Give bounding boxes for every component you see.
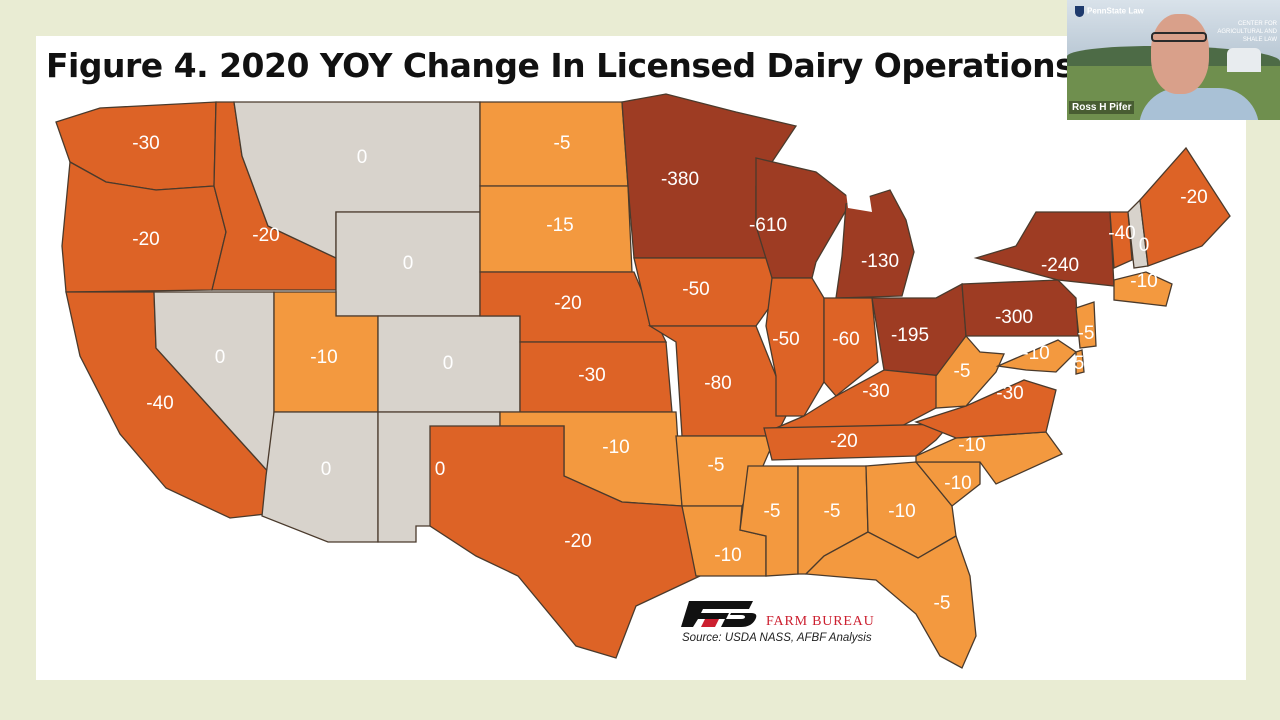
state-label-va: -30 <box>996 383 1023 404</box>
state-label-oh: -195 <box>891 325 929 346</box>
state-label-de: 5 <box>1074 353 1085 374</box>
state-label-mo: -80 <box>704 373 731 394</box>
state-label-nc: -10 <box>958 435 985 456</box>
farm-bureau-name: FARM BUREAU <box>766 614 875 629</box>
cam-center-name: CENTER FOR AGRICULTURAL AND SHALE LAW <box>1217 21 1277 43</box>
state-label-tn: -20 <box>830 431 857 452</box>
penn-state-law-logo: PennState Law <box>1075 6 1144 17</box>
state-tn <box>763 423 952 461</box>
speaker-avatar <box>1151 14 1209 94</box>
state-label-ga: -10 <box>888 501 915 522</box>
state-label-nd: -5 <box>554 133 571 154</box>
state-in <box>823 297 879 397</box>
state-label-id: -20 <box>252 225 279 246</box>
state-label-nv: 0 <box>215 347 226 368</box>
barn-icon <box>1227 48 1261 72</box>
webcam-feed: PennState Law CENTER FOR AGRICULTURAL AN… <box>1067 0 1280 120</box>
state-tx <box>429 425 701 659</box>
state-label-ne: -20 <box>554 293 581 314</box>
state-label-md: -10 <box>1022 343 1049 364</box>
state-label-or: -20 <box>132 229 159 250</box>
slide: -30 -20 -40 -20 0 0 0 -10 0 0 0 -5 -15 -20 -30 -10 -20 -3… <box>36 36 1246 680</box>
state-vt <box>1109 211 1133 269</box>
state-label-pa: -300 <box>995 307 1033 328</box>
lake-superior <box>796 134 878 164</box>
farm-bureau-logo-icon <box>681 601 757 627</box>
state-label-mn: -380 <box>661 169 699 190</box>
state-me <box>1139 146 1231 267</box>
state-label-mi: -130 <box>861 251 899 272</box>
state-label-nj: -5 <box>1078 323 1095 344</box>
state-label-tx: -20 <box>564 531 591 552</box>
state-wv <box>935 334 1005 409</box>
state-label-me: -20 <box>1180 187 1207 208</box>
state-label-fl: -5 <box>934 593 951 614</box>
state-label-ok: -10 <box>602 437 629 458</box>
state-ma <box>1113 271 1173 307</box>
speaker-name: Ross H Pifer <box>1069 101 1135 114</box>
state-label-il: -50 <box>772 329 799 350</box>
state-label-ms: -5 <box>764 501 781 522</box>
state-label-wa: -30 <box>132 133 159 154</box>
state-label-ky: -30 <box>862 381 889 402</box>
state-md <box>995 339 1078 373</box>
shield-icon <box>1075 6 1084 17</box>
state-label-ut: -10 <box>310 347 337 368</box>
state-label-ks: -30 <box>578 365 605 386</box>
state-ia <box>633 257 777 327</box>
state-label-co: 0 <box>443 353 454 374</box>
state-label-vt: -40 <box>1108 223 1135 244</box>
state-mi <box>835 189 915 299</box>
lake-michigan <box>844 176 872 212</box>
cam-org-name: PennState Law <box>1087 6 1144 16</box>
state-nj <box>1075 301 1097 349</box>
state-label-ma: -10 <box>1130 271 1157 292</box>
state-label-la: -10 <box>714 545 741 566</box>
state-label-wi: -610 <box>749 215 787 236</box>
state-label-sd: -15 <box>546 215 573 236</box>
figure-title: Figure 4. 2020 YOY Change In Licensed Da… <box>46 46 1075 85</box>
state-label-al: -5 <box>824 501 841 522</box>
state-label-ia: -50 <box>682 279 709 300</box>
state-label-wv: -5 <box>954 361 971 382</box>
state-wi <box>755 157 853 279</box>
state-label-in: -60 <box>832 329 859 350</box>
state-de <box>1075 349 1085 375</box>
state-label-sc: -10 <box>944 473 971 494</box>
state-fl <box>804 531 977 669</box>
state-label-ca: -40 <box>146 393 173 414</box>
state-label-wy: 0 <box>403 253 414 274</box>
state-label-ar: -5 <box>708 455 725 476</box>
state-label-nh: 0 <box>1139 235 1150 256</box>
state-label-az: 0 <box>321 459 332 480</box>
state-label-mt: 0 <box>357 147 368 168</box>
source-note: Source: USDA NASS, AFBF Analysis <box>682 632 872 644</box>
us-map: -30 -20 -40 -20 0 0 0 -10 0 0 0 -5 -15 -20 -30 -10 -20 -3… <box>55 93 1231 669</box>
state-label-ny: -240 <box>1041 255 1079 276</box>
state-label-nm: 0 <box>435 459 446 480</box>
